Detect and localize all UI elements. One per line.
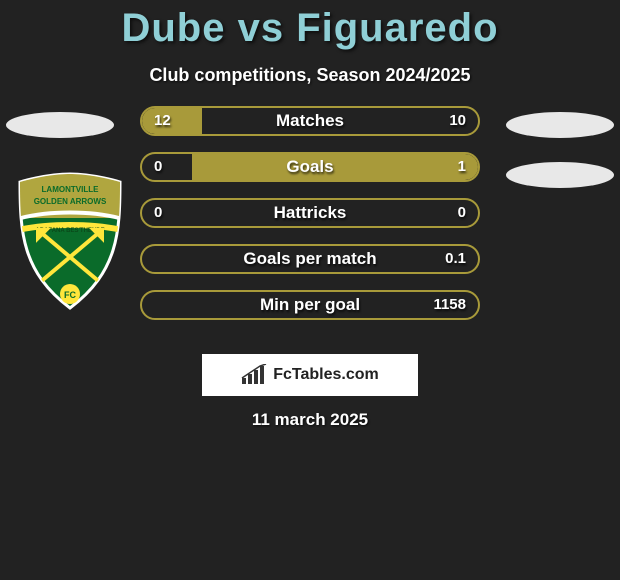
stat-value-right: 0.1 bbox=[445, 246, 466, 272]
bars-icon bbox=[241, 364, 267, 386]
comparison-bars: Matches1210Goals01Hattricks00Goals per m… bbox=[140, 106, 480, 336]
stat-label: Matches bbox=[142, 108, 478, 134]
svg-text:FC: FC bbox=[64, 290, 76, 300]
svg-text:LAMONTVILLE: LAMONTVILLE bbox=[42, 185, 100, 194]
shield-icon: LAMONTVILLE GOLDEN ARROWS ABAFANA BES'TH… bbox=[14, 172, 126, 312]
stat-value-left: 0 bbox=[154, 154, 162, 180]
stat-value-right: 0 bbox=[458, 200, 466, 226]
stat-row: Goals0 1 bbox=[140, 152, 480, 182]
stat-label: Goals per match bbox=[142, 246, 478, 272]
stat-label: Min per goal bbox=[142, 292, 478, 318]
player-right-photo-placeholder bbox=[506, 112, 614, 138]
stat-row: Min per goal1158 bbox=[140, 290, 480, 320]
stat-value-left: 12 bbox=[154, 108, 171, 134]
brand-box: FcTables.com bbox=[202, 354, 418, 396]
stat-row: Matches12 10 bbox=[140, 106, 480, 136]
stat-value-right: 10 bbox=[449, 108, 466, 134]
stat-value-left: 0 bbox=[154, 200, 162, 226]
page-title: Dube vs Figuaredo bbox=[0, 0, 620, 51]
stat-label: Goals bbox=[142, 154, 478, 180]
svg-text:GOLDEN ARROWS: GOLDEN ARROWS bbox=[34, 197, 107, 206]
stat-value-right: 1158 bbox=[433, 292, 466, 318]
player-left-photo-placeholder bbox=[6, 112, 114, 138]
team-left-badge: LAMONTVILLE GOLDEN ARROWS ABAFANA BES'TH… bbox=[14, 172, 126, 312]
stat-label: Hattricks bbox=[142, 200, 478, 226]
team-right-badge-placeholder bbox=[506, 162, 614, 188]
stat-row: Goals per match0.1 bbox=[140, 244, 480, 274]
date-text: 11 march 2025 bbox=[0, 410, 620, 430]
stat-row: Hattricks0 0 bbox=[140, 198, 480, 228]
brand-text: FcTables.com bbox=[273, 366, 379, 384]
page-subtitle: Club competitions, Season 2024/2025 bbox=[0, 65, 620, 86]
stat-value-right: 1 bbox=[458, 154, 466, 180]
